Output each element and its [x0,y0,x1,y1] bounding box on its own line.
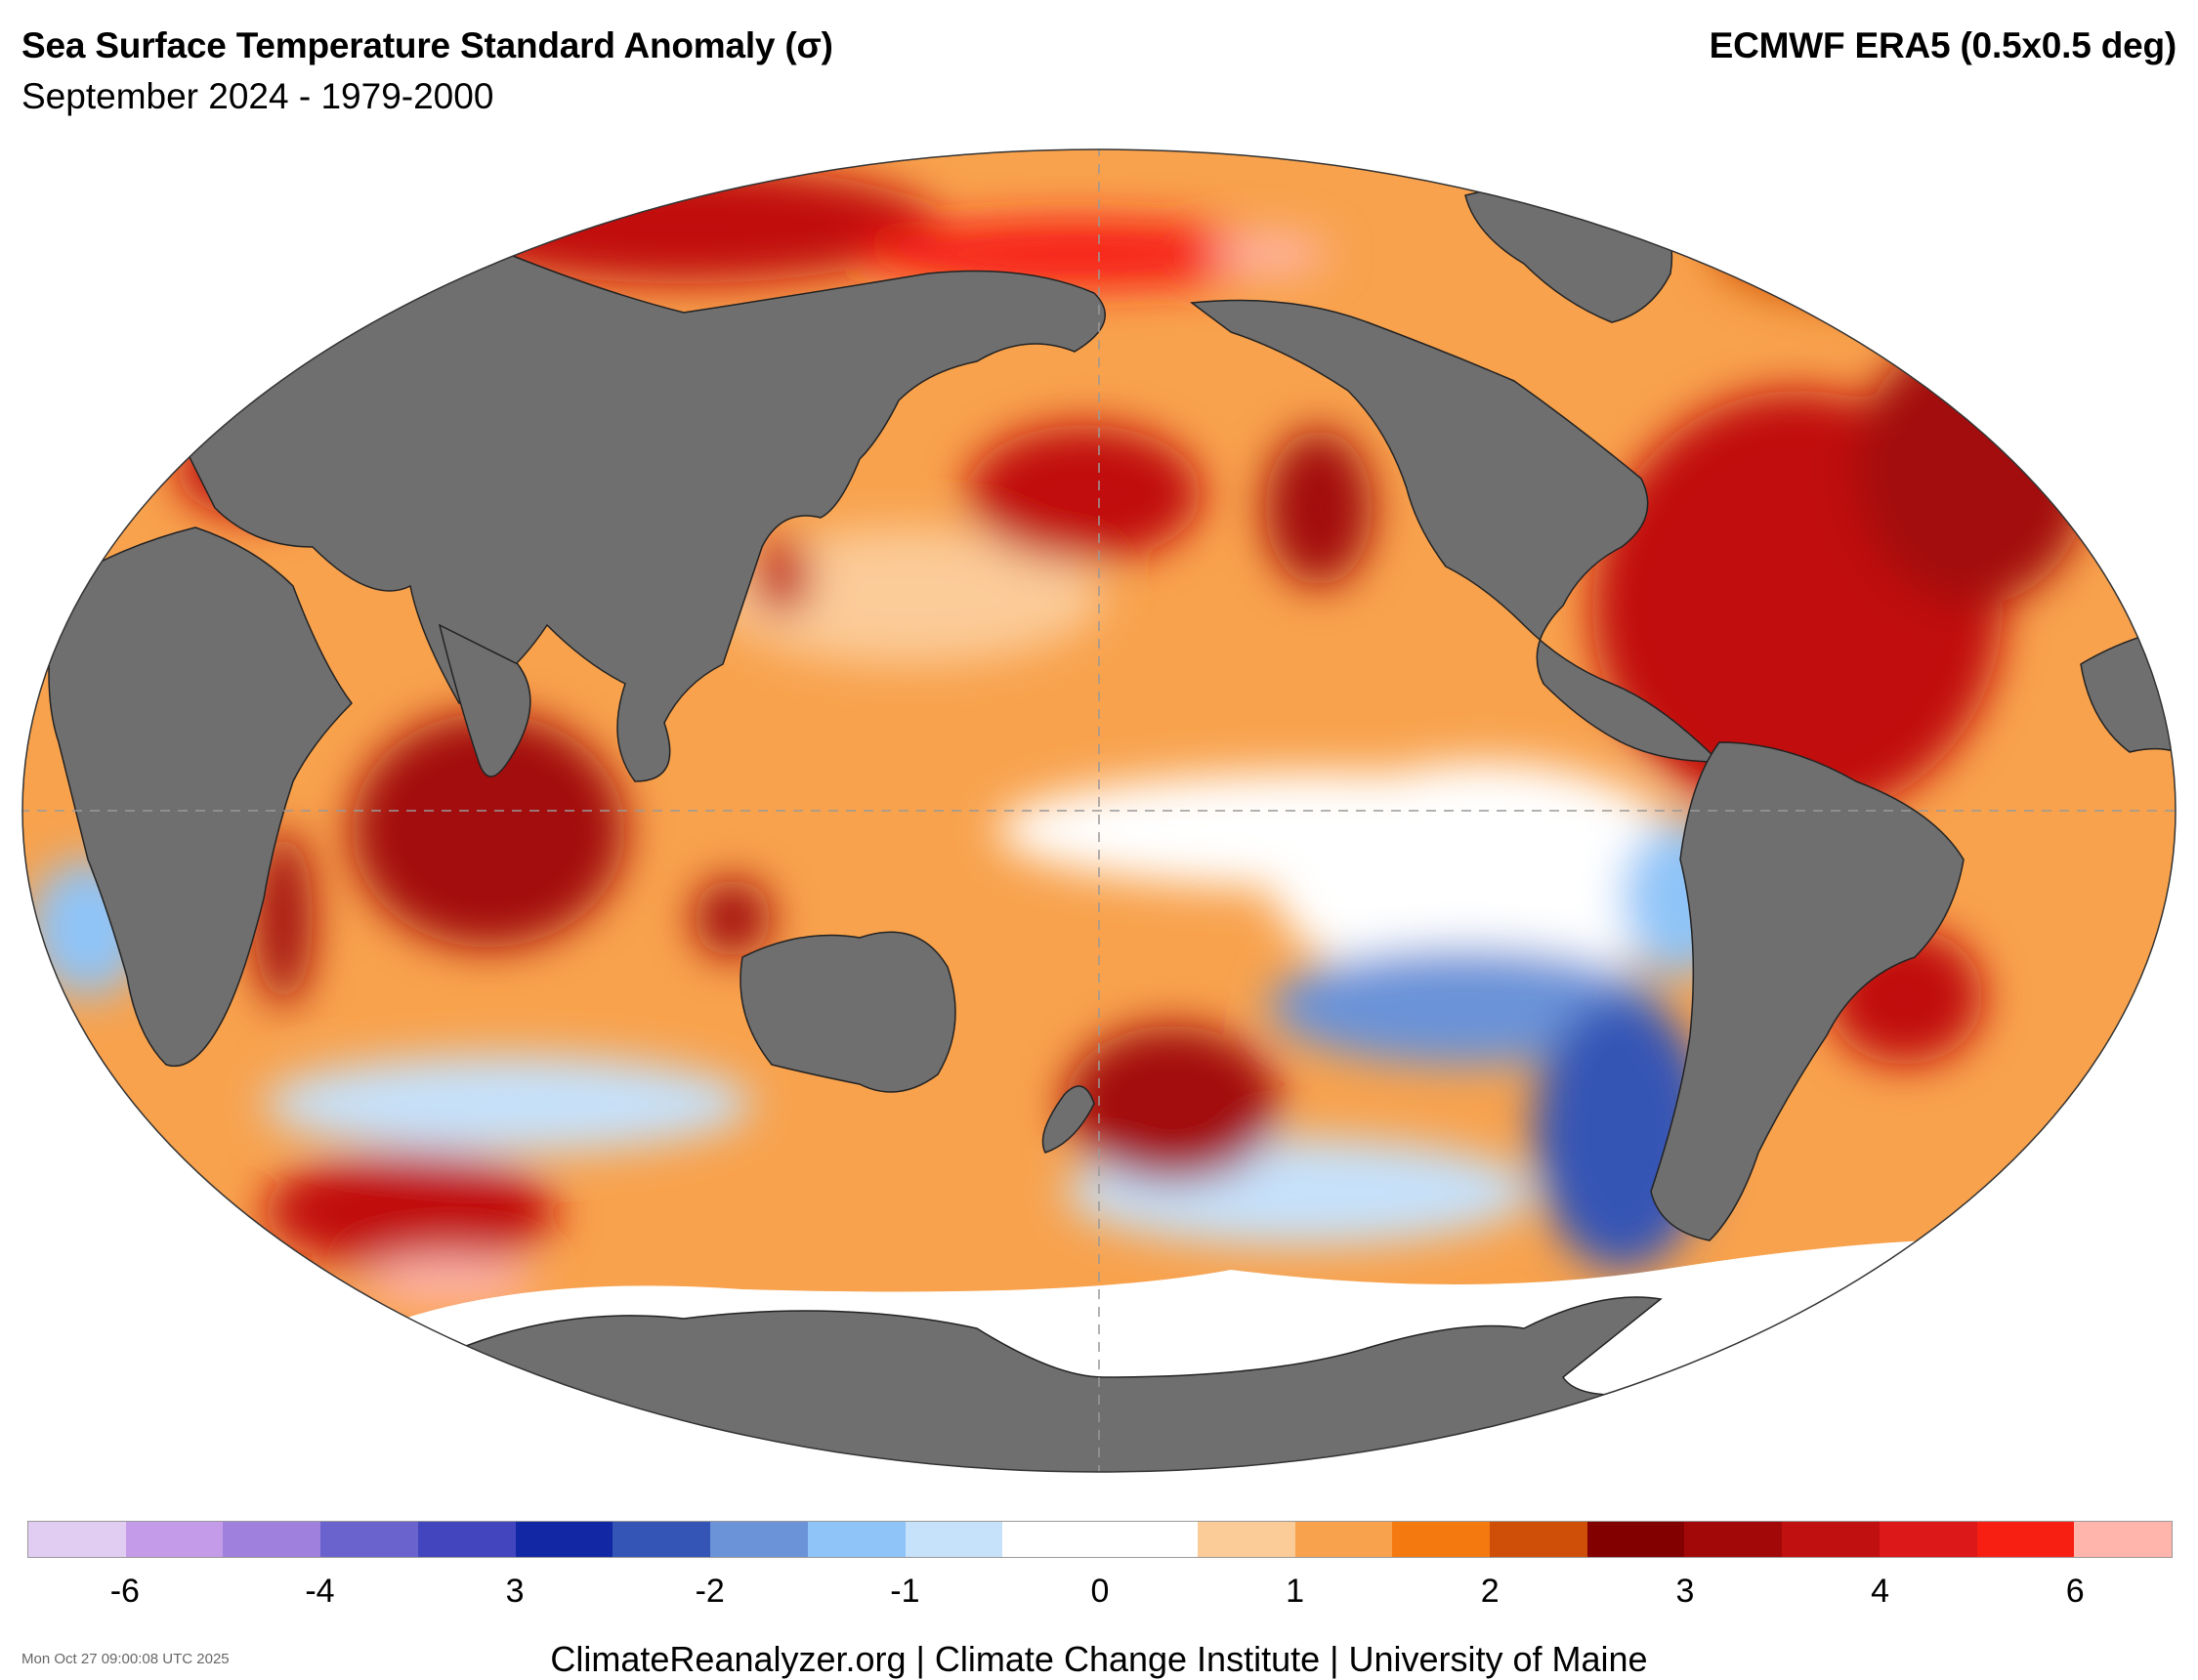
color-bar-segment [1879,1522,1977,1557]
color-bar-tick-label: 1 [1286,1573,1305,1610]
color-bar-segment [1294,1522,1393,1557]
color-bar-segment [515,1522,613,1557]
australia [740,931,956,1093]
color-bar-tick-label: -1 [890,1573,920,1610]
globe-outline [21,148,2177,1473]
color-bar-segment [125,1522,224,1557]
color-bar-segment [710,1522,808,1557]
chart-title: Sea Surface Temperature Standard Anomaly… [21,25,833,65]
color-bar-tick-label: 3 [1675,1573,1695,1610]
anomaly-map [21,148,2177,1473]
africa [48,526,353,1068]
color-bar-segment [1100,1522,1198,1557]
new-zealand [1041,1085,1095,1154]
color-bar-tick-label: 3 [505,1573,525,1610]
color-bar-segment [28,1522,126,1557]
color-bar-ticks: -6 -4 3 -2 -1 0 1 2 3 4 6 [27,1573,2173,1612]
color-bar-tick-label: -4 [305,1573,335,1610]
color-bar-segment [807,1522,906,1557]
color-bar-segment [1684,1522,1783,1557]
color-bar-tick-label: -6 [109,1573,140,1610]
color-bar [27,1521,2173,1558]
eurasia [175,253,1106,782]
south-america [1650,741,1965,1241]
color-bar-tick-label: 4 [1871,1573,1889,1610]
color-bar-segment [1490,1522,1587,1557]
color-bar-tick-label: -2 [695,1573,725,1610]
data-source: ECMWF ERA5 (0.5x0.5 deg) [1709,25,2177,65]
color-bar-segment [1782,1522,1880,1557]
color-bar-segment [1197,1522,1295,1557]
india [438,623,531,777]
color-bar-tick-label: 2 [1480,1573,1500,1610]
graticule [22,149,2176,1472]
color-bar-segment [320,1522,418,1557]
color-bar-segment [905,1522,1003,1557]
color-bar-segment [2074,1522,2173,1557]
color-bar-segment [1392,1522,1491,1557]
color-bar-segment [1586,1522,1685,1557]
color-bar-segment [613,1522,711,1557]
color-bar-segment [417,1522,516,1557]
credit-line: ClimateReanalyzer.org | Climate Change I… [550,1639,1648,1679]
color-bar-segment [223,1522,321,1557]
north-america [1190,299,1721,763]
color-bar-segment [1002,1522,1101,1557]
timestamp: Mon Oct 27 09:00:08 UTC 2025 [21,1651,230,1667]
color-bar-segment [1976,1522,2075,1557]
color-bar-tick-label: 0 [1090,1573,1110,1610]
color-bar-tick-label: 6 [2065,1573,2085,1610]
chart-subtitle: September 2024 - 1979-2000 [21,76,494,116]
